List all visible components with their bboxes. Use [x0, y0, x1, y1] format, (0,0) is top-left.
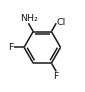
Text: F: F	[54, 72, 59, 81]
Text: Cl: Cl	[57, 18, 66, 27]
Text: NH₂: NH₂	[20, 14, 38, 23]
Text: F: F	[8, 43, 14, 52]
